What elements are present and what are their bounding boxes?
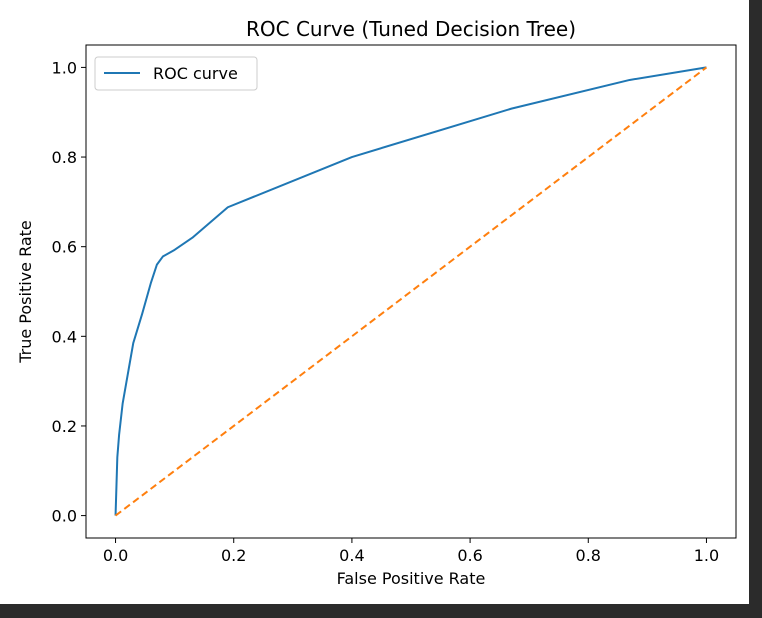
- x-tick-label: 0.2: [221, 546, 246, 565]
- y-tick-label: 0.6: [52, 238, 77, 257]
- y-tick-label: 0.4: [52, 327, 77, 346]
- y-tick-label: 0.2: [52, 417, 77, 436]
- axes-frame: [85, 44, 737, 539]
- y-tick-label: 0.8: [52, 148, 77, 167]
- chance-diagonal-line: [114, 66, 708, 517]
- y-axis-ticks: 0.0 0.2 0.4 0.6 0.8 1.0: [52, 58, 86, 526]
- legend-box: [94, 56, 258, 91]
- x-tick-label: 0.0: [103, 546, 128, 565]
- x-tick-label: 1.0: [694, 546, 719, 565]
- roc-chart: ROC Curve (Tuned Decision Tree) 0.0 0.2 0.…: [16, 17, 737, 588]
- legend: ROC curve: [94, 56, 258, 91]
- x-axis-label: False Positive Rate: [337, 569, 486, 588]
- y-axis-label: True Positive Rate: [16, 220, 35, 364]
- x-tick-label: 0.4: [339, 546, 364, 565]
- figure: ROC Curve (Tuned Decision Tree) 0.0 0.2 0.…: [0, 0, 749, 604]
- y-tick-label: 0.0: [52, 507, 77, 526]
- legend-label-roc-curve: ROC curve: [153, 64, 238, 83]
- chart-title: ROC Curve (Tuned Decision Tree): [246, 17, 576, 41]
- roc-curve-line: [114, 66, 707, 516]
- x-tick-label: 0.8: [576, 546, 601, 565]
- y-tick-label: 1.0: [52, 58, 77, 77]
- plot-area: [114, 66, 708, 517]
- x-axis-ticks: 0.0 0.2 0.4 0.6 0.8 1.0: [103, 538, 719, 565]
- x-tick-label: 0.6: [457, 546, 482, 565]
